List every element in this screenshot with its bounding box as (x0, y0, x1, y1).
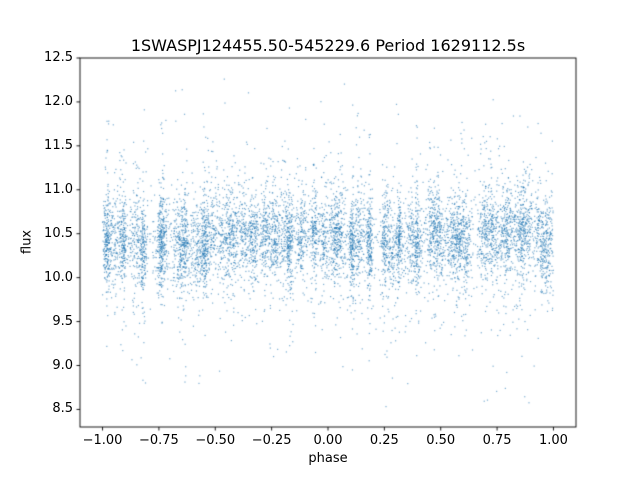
x-tick-label: −0.25 (251, 433, 292, 448)
y-tick-label: 12.5 (44, 50, 73, 65)
x-tick-label: 0.75 (482, 433, 512, 448)
x-tick-label: 0.25 (369, 433, 399, 448)
x-tick-label: −0.75 (138, 433, 179, 448)
x-tick-label: 1.00 (538, 433, 568, 448)
y-tick-label: 11.5 (44, 137, 73, 153)
x-axis-label: phase (308, 451, 348, 466)
y-tick-label: 8.5 (52, 401, 73, 417)
y-tick-label: 11.0 (44, 181, 73, 197)
y-tick-label: 9.0 (52, 357, 73, 373)
y-tick-label: 12.0 (44, 93, 73, 109)
x-tick-label: 0.00 (313, 433, 343, 448)
y-tick-label: 10.0 (44, 269, 73, 285)
x-tick-label: −1.00 (82, 433, 123, 448)
y-tick-label: 10.5 (44, 225, 73, 241)
x-tick-label: −0.50 (195, 433, 236, 448)
y-tick-label: 9.5 (52, 313, 73, 329)
x-tick-label: 0.50 (426, 433, 456, 448)
chart-title: 1SWASPJ124455.50-545229.6 Period 1629112… (130, 36, 526, 55)
